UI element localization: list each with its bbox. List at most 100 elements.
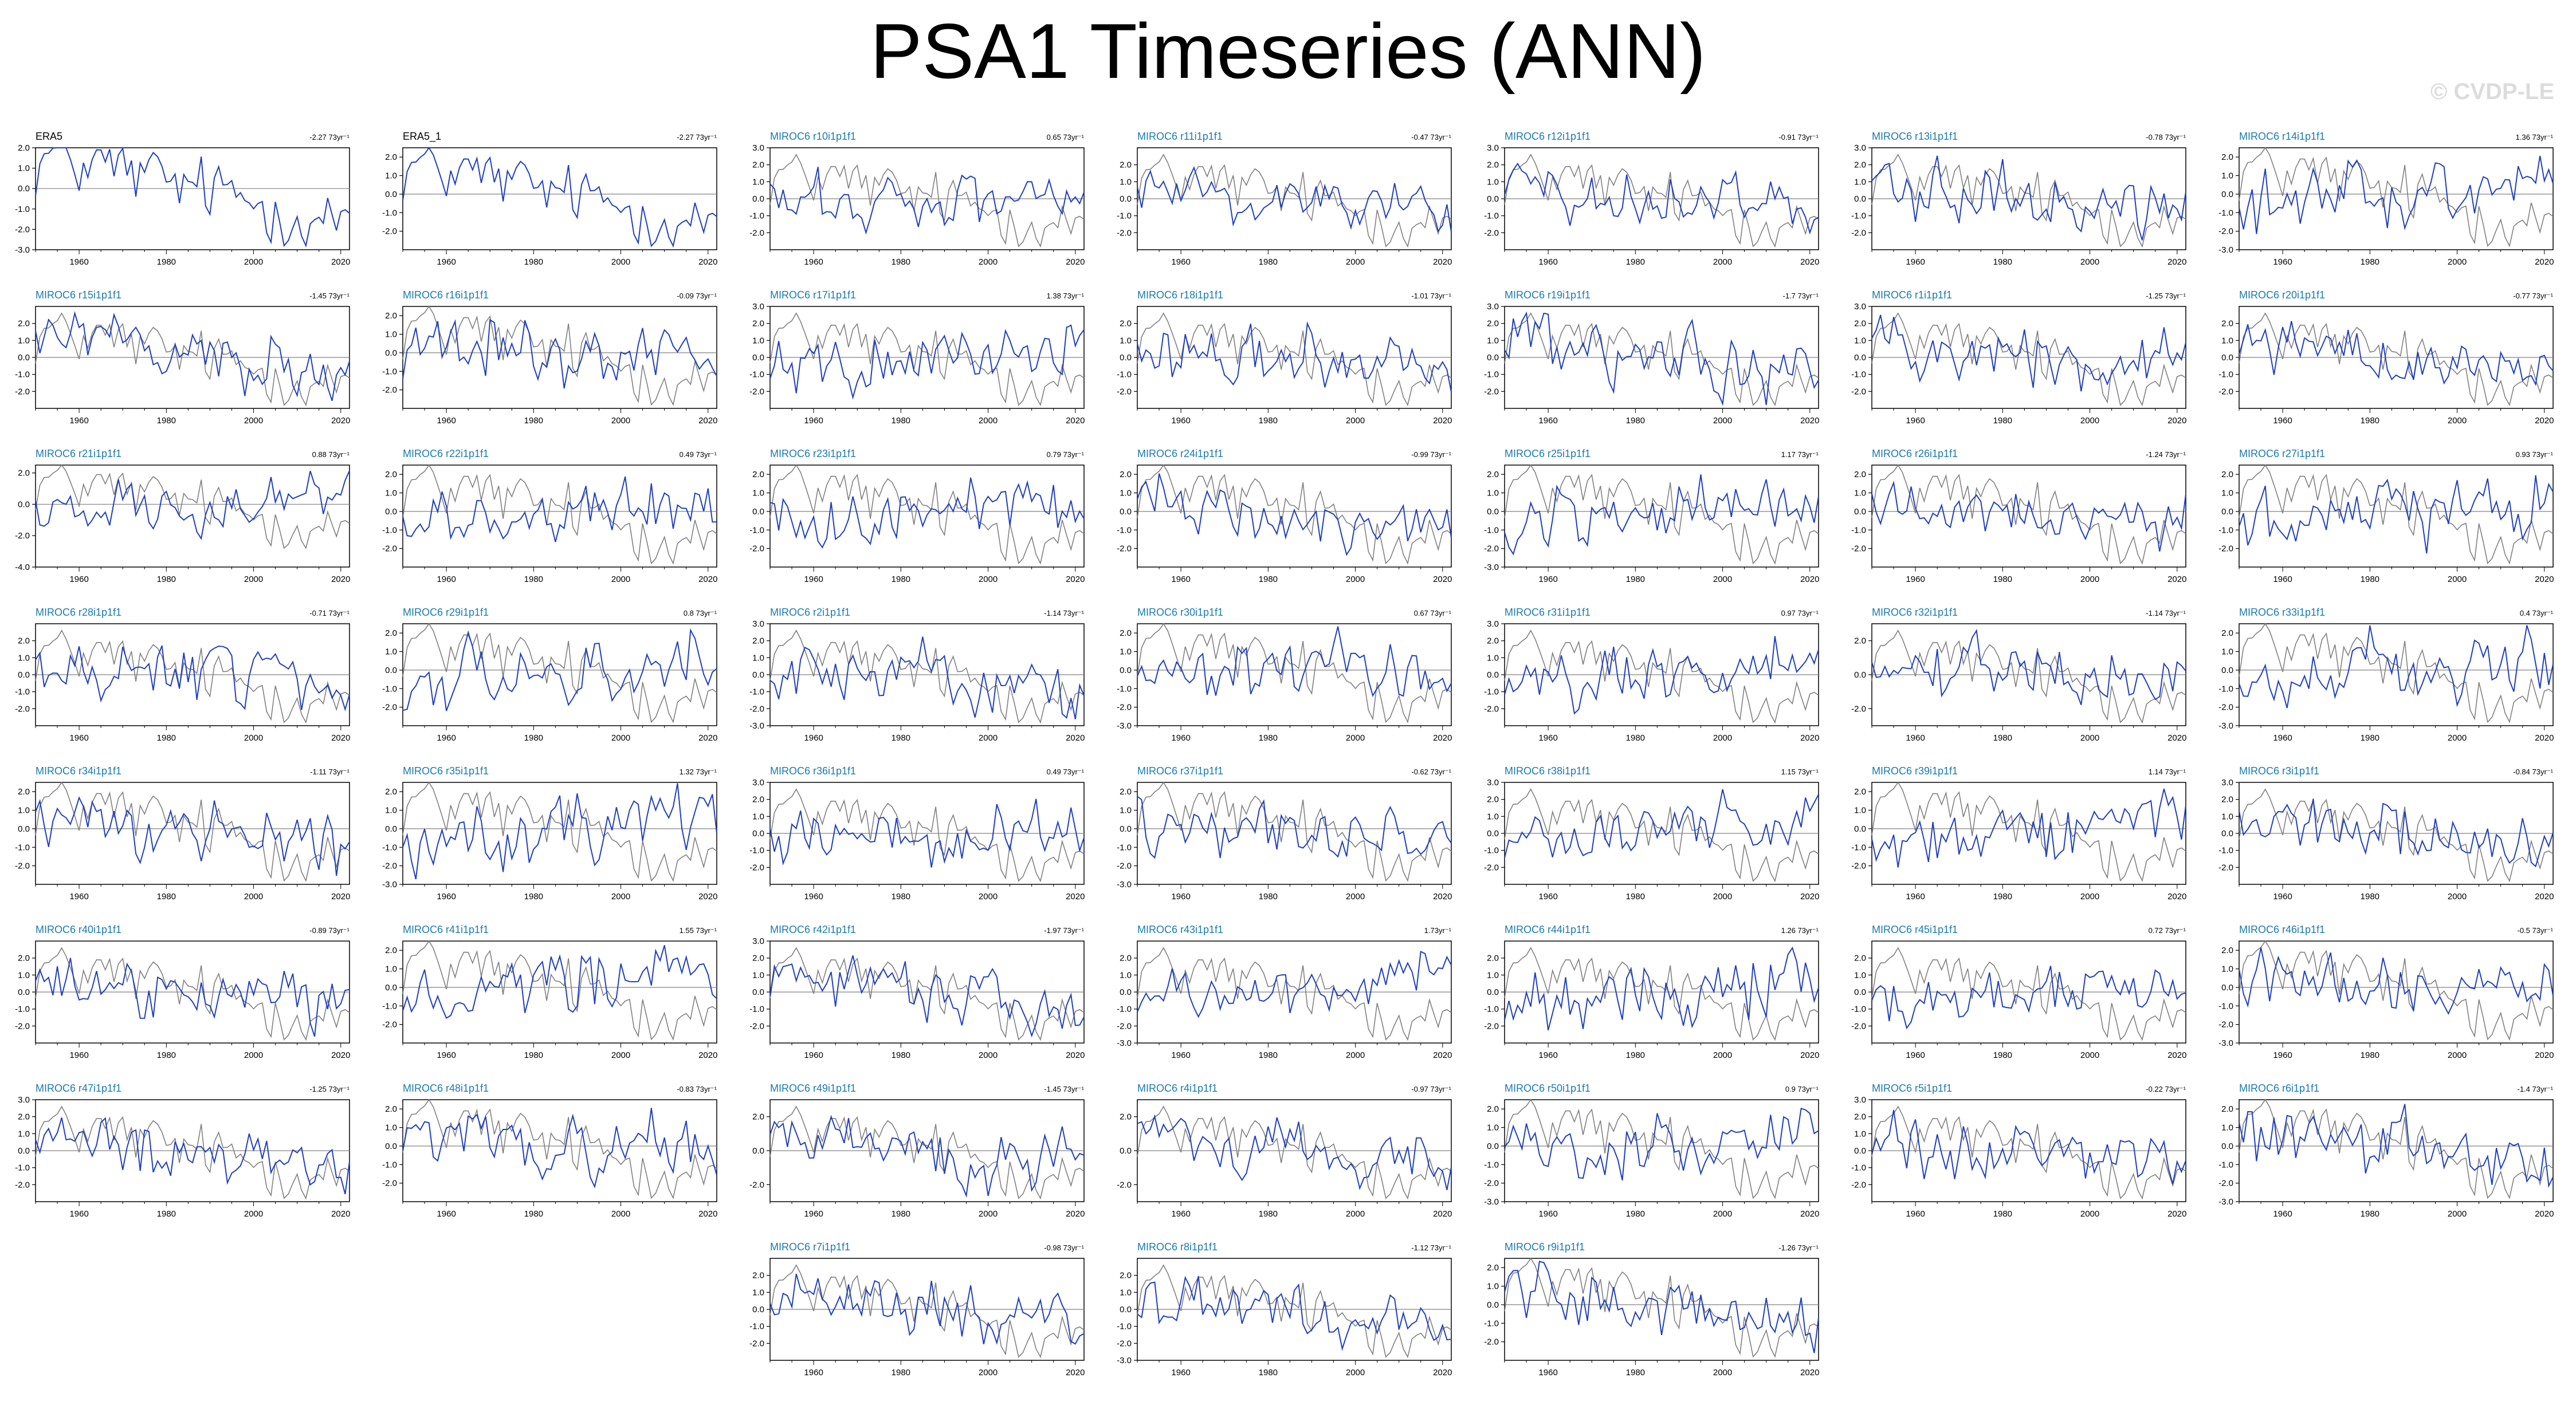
series-line bbox=[769, 477, 1085, 549]
x-tick-label: 2020 bbox=[1066, 1209, 1085, 1219]
x-tick-label: 2000 bbox=[979, 892, 998, 902]
obs-overlay-line bbox=[1504, 629, 1819, 724]
x-tick-label: 2020 bbox=[2167, 1050, 2186, 1060]
x-tick-label: 1980 bbox=[1993, 1050, 2012, 1060]
panel: MIROC6 r11i1p1f1 -0.47 73yr⁻¹ 2.0 1.0 0.0 -1.… bbox=[1117, 131, 1452, 267]
y-tick-label: 2.0 bbox=[752, 319, 764, 329]
x-tick-label: 1960 bbox=[1171, 416, 1190, 426]
obs-overlay-line bbox=[2239, 623, 2554, 723]
x-tick-label: 1980 bbox=[157, 257, 176, 267]
y-tick-label: 0.0 bbox=[18, 1146, 30, 1156]
y-tick-label: -2.0 bbox=[749, 704, 764, 714]
x-tick-label: 1960 bbox=[804, 257, 823, 267]
panel: MIROC6 r5i1p1f1 -0.22 73yr⁻¹ 3.0 2.0 1.0 0.0 -… bbox=[1851, 1083, 2186, 1219]
y-tick-label: -2.0 bbox=[382, 861, 397, 871]
x-tick-label: 2000 bbox=[244, 257, 263, 267]
x-tick-label: 1960 bbox=[437, 416, 455, 426]
obs-overlay-line bbox=[2239, 940, 2554, 1041]
x-tick-label: 1960 bbox=[437, 574, 455, 584]
panel: MIROC6 r16i1p1f1 -0.09 73yr⁻¹ 2.0 1.0 0.0 -1.… bbox=[382, 289, 717, 426]
panel: MIROC6 r40i1p1f1 -0.89 73yr⁻¹ 2.0 1.0 0.0 -1.… bbox=[15, 924, 350, 1060]
panel-title: MIROC6 r8i1p1f1 bbox=[1137, 1241, 1218, 1253]
panel: MIROC6 r49i1p1f1 -1.45 73yr⁻¹ 2.0 0.0 -2.0 19… bbox=[749, 1083, 1085, 1219]
y-tick-label: -1.0 bbox=[1117, 684, 1132, 694]
panel: MIROC6 r48i1p1f1 -0.83 73yr⁻¹ 2.0 1.0 0.0 -1.… bbox=[382, 1083, 717, 1219]
obs-overlay-line bbox=[1504, 464, 1819, 565]
series-line bbox=[769, 324, 1085, 400]
y-tick-label: 0.0 bbox=[752, 353, 764, 363]
panel: MIROC6 r26i1p1f1 -1.24 73yr⁻¹ 2.0 1.0 0.0 -1.… bbox=[1851, 448, 2186, 584]
y-tick-label: 0.0 bbox=[1120, 194, 1132, 204]
panel-trend: 0.8 73yr⁻¹ bbox=[684, 609, 717, 617]
obs-overlay-line bbox=[35, 1105, 350, 1200]
series-line bbox=[2239, 947, 2554, 1015]
x-tick-label: 2020 bbox=[331, 1050, 350, 1060]
panel-frame bbox=[1504, 1258, 1819, 1361]
panel-trend: 1.14 73yr⁻¹ bbox=[2149, 768, 2186, 776]
y-tick-label: 1.0 bbox=[752, 177, 764, 187]
x-tick-label: 2020 bbox=[331, 733, 350, 743]
x-tick-label: 1980 bbox=[1259, 1050, 1278, 1060]
y-tick-label: -2.0 bbox=[1117, 1180, 1132, 1190]
y-tick-label: -1.0 bbox=[1484, 687, 1499, 697]
y-tick-label: 2.0 bbox=[1487, 1263, 1499, 1273]
y-tick-label: 0.0 bbox=[752, 194, 764, 204]
panel-trend: 0.88 73yr⁻¹ bbox=[312, 450, 350, 459]
x-tick-label: 1960 bbox=[1171, 257, 1190, 267]
x-tick-label: 1980 bbox=[1626, 1209, 1645, 1219]
obs-overlay-line bbox=[2239, 1099, 2554, 1199]
y-tick-label: 0.0 bbox=[1854, 1146, 1866, 1156]
y-tick-label: 1.0 bbox=[18, 164, 30, 174]
y-tick-label: 2.0 bbox=[2221, 795, 2233, 805]
y-tick-label: 0.0 bbox=[1854, 670, 1866, 680]
panel: MIROC6 r32i1p1f1 -1.14 73yr⁻¹ 2.0 0.0 -2.0 19… bbox=[1851, 607, 2186, 743]
y-tick-label: -2.0 bbox=[1117, 703, 1132, 713]
y-tick-label: 2.0 bbox=[1120, 160, 1132, 170]
x-tick-label: 1980 bbox=[1993, 257, 2012, 267]
y-tick-label: -1.0 bbox=[1117, 843, 1132, 852]
series-line bbox=[1504, 946, 1819, 1030]
series-line bbox=[2239, 321, 2554, 387]
panel: MIROC6 r34i1p1f1 -1.11 73yr⁻¹ 2.0 1.0 0.0 -1.… bbox=[15, 765, 350, 902]
x-tick-label: 2000 bbox=[611, 1050, 630, 1060]
panel: MIROC6 r30i1p1f1 0.67 73yr⁻¹ 2.0 1.0 0.0 -1.0… bbox=[1117, 607, 1452, 743]
panel: MIROC6 r46i1p1f1 -0.5 73yr⁻¹ 2.0 1.0 0.0 -1.0… bbox=[2218, 924, 2554, 1060]
obs-overlay-line bbox=[35, 629, 350, 724]
panel: MIROC6 r44i1p1f1 1.26 73yr⁻¹ 2.0 1.0 0.0 -1.0… bbox=[1484, 924, 1819, 1060]
y-tick-label: -2.0 bbox=[1117, 387, 1132, 396]
y-tick-label: 0.0 bbox=[385, 190, 397, 199]
y-tick-label: -2.0 bbox=[749, 544, 764, 554]
series-line bbox=[1504, 311, 1819, 406]
x-tick-label: 2000 bbox=[2080, 892, 2099, 902]
panel-trend: -1.14 73yr⁻¹ bbox=[1044, 609, 1084, 617]
y-tick-label: -1.0 bbox=[1484, 370, 1499, 380]
panel-title: MIROC6 r15i1p1f1 bbox=[36, 289, 121, 301]
series-line bbox=[1137, 166, 1452, 233]
x-tick-label: 1980 bbox=[892, 733, 910, 743]
y-tick-label: 0.0 bbox=[752, 670, 764, 680]
y-tick-label: 1.0 bbox=[1120, 970, 1132, 980]
y-tick-label: 1.0 bbox=[1120, 177, 1132, 187]
panel: MIROC6 r50i1p1f1 0.9 73yr⁻¹ 2.0 1.0 0.0 -1.0 -… bbox=[1484, 1083, 1819, 1219]
y-tick-label: 1.0 bbox=[2221, 965, 2233, 974]
obs-overlay-line bbox=[769, 154, 1085, 248]
x-tick-label: 2020 bbox=[331, 257, 350, 267]
y-tick-label: -1.0 bbox=[1484, 1160, 1499, 1170]
series-line bbox=[35, 645, 350, 711]
y-tick-label: 1.0 bbox=[1120, 806, 1132, 816]
x-tick-label: 1960 bbox=[437, 1050, 455, 1060]
panel: ERA5 -2.27 73yr⁻¹ 2.0 1.0 0.0 -1.0 -2.0 -3.0 196… bbox=[15, 131, 350, 267]
x-tick-label: 2000 bbox=[1346, 733, 1365, 743]
x-tick-label: 2000 bbox=[979, 1050, 998, 1060]
y-tick-label: -1.0 bbox=[1117, 525, 1132, 535]
panel-trend: -1.12 73yr⁻¹ bbox=[1411, 1243, 1451, 1252]
x-tick-label: 2000 bbox=[244, 574, 263, 584]
panel: MIROC6 r22i1p1f1 0.49 73yr⁻¹ 2.0 1.0 0.0 -1.0… bbox=[382, 448, 717, 584]
obs-overlay-line bbox=[1137, 947, 1452, 1041]
panel-trend: -1.45 73yr⁻¹ bbox=[309, 292, 350, 300]
x-tick-label: 2000 bbox=[979, 733, 998, 743]
y-tick-label: -2.0 bbox=[1484, 387, 1499, 396]
y-tick-label: 0.0 bbox=[1854, 353, 1866, 363]
x-tick-label: 2000 bbox=[1713, 892, 1732, 902]
y-tick-label: -2.0 bbox=[2218, 227, 2233, 237]
